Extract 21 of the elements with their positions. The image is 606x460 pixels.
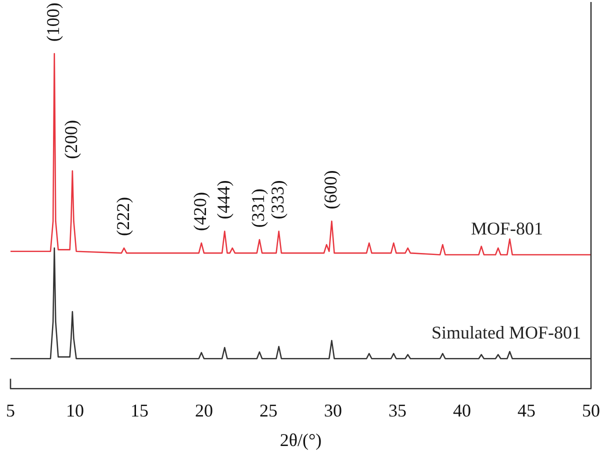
- annotation: (444): [213, 180, 234, 220]
- series-label: Simulated MOF-801: [431, 322, 581, 343]
- x-tick-label: 30: [324, 400, 342, 420]
- x-tick-label: 10: [66, 400, 84, 420]
- x-tick-label: 50: [582, 400, 600, 420]
- annotation: (420): [190, 192, 210, 231]
- x-tick-label: 40: [453, 400, 471, 420]
- x-tick-label: 25: [260, 400, 278, 420]
- x-tick-label: 15: [130, 400, 148, 420]
- x-tick-label: 20: [195, 400, 213, 420]
- x-axis-title: 2θ/(°): [280, 430, 322, 450]
- series-label: MOF-801: [470, 218, 543, 239]
- annotation: (222): [112, 197, 133, 236]
- annotation: (200): [61, 120, 82, 159]
- x-tick-label: 35: [388, 400, 406, 420]
- annotation: (333): [268, 180, 288, 220]
- annotation: (100): [43, 2, 64, 42]
- x-tick-label: 45: [518, 400, 536, 420]
- annotation: (600): [320, 170, 340, 210]
- x-tick-label: 5: [6, 400, 15, 420]
- annotation: (331): [248, 188, 268, 228]
